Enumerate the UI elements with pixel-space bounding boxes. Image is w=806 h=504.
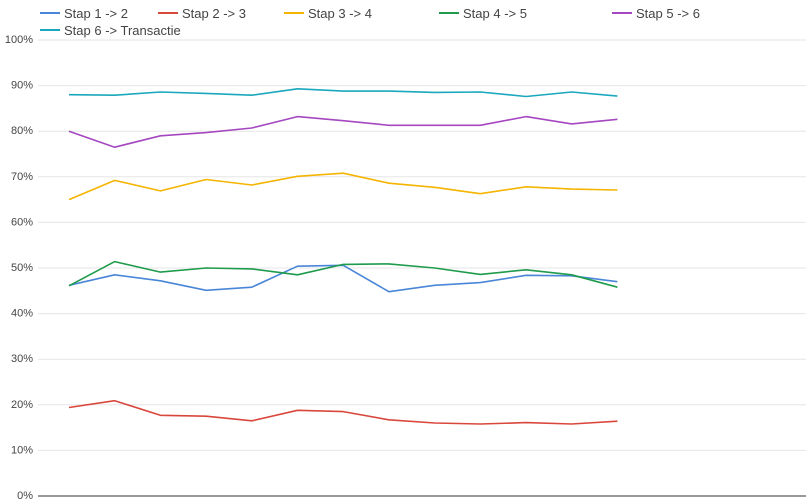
- series-line-4: [68, 260, 618, 288]
- series-line-6: [68, 88, 618, 98]
- legend-item-2[interactable]: Stap 2 -> 3: [158, 6, 246, 21]
- legend-item-3[interactable]: Stap 3 -> 4: [284, 6, 372, 21]
- y-tick-label: 90%: [11, 80, 33, 92]
- series-line-5: [68, 115, 618, 148]
- y-axis: 0% 10% 20% 30% 40% 50% 60% 70% 80% 90% 100%: [5, 34, 33, 502]
- y-tick-label: 40%: [11, 308, 33, 320]
- y-tick-label: 60%: [11, 216, 33, 228]
- legend-label: Stap 5 -> 6: [636, 6, 700, 21]
- y-tick-label: 30%: [11, 353, 33, 365]
- y-tick-label: 0%: [17, 490, 33, 502]
- legend-label: Stap 4 -> 5: [463, 6, 527, 21]
- y-tick-label: 80%: [11, 125, 33, 137]
- y-tick-label: 100%: [5, 34, 33, 46]
- legend-item-6[interactable]: Stap 6 -> Transactie: [40, 23, 181, 38]
- y-tick-label: 20%: [11, 399, 33, 411]
- series-lines: [68, 88, 618, 425]
- legend-label: Stap 2 -> 3: [182, 6, 246, 21]
- legend-label: Stap 3 -> 4: [308, 6, 372, 21]
- legend-label: Stap 6 -> Transactie: [64, 23, 181, 38]
- legend-item-5[interactable]: Stap 5 -> 6: [612, 6, 700, 21]
- series-line-3: [68, 172, 618, 201]
- y-tick-label: 50%: [11, 262, 33, 274]
- series-line-2: [68, 399, 618, 425]
- legend-item-1[interactable]: Stap 1 -> 2: [40, 6, 128, 21]
- legend: Stap 1 -> 2 Stap 2 -> 3 Stap 3 -> 4 Stap 4 …: [40, 6, 700, 38]
- series-line-1: [68, 264, 618, 293]
- gridlines: [38, 39, 806, 451]
- legend-item-4[interactable]: Stap 4 -> 5: [439, 6, 527, 21]
- y-tick-label: 70%: [11, 171, 33, 183]
- legend-label: Stap 1 -> 2: [64, 6, 128, 21]
- y-tick-label: 10%: [11, 444, 33, 456]
